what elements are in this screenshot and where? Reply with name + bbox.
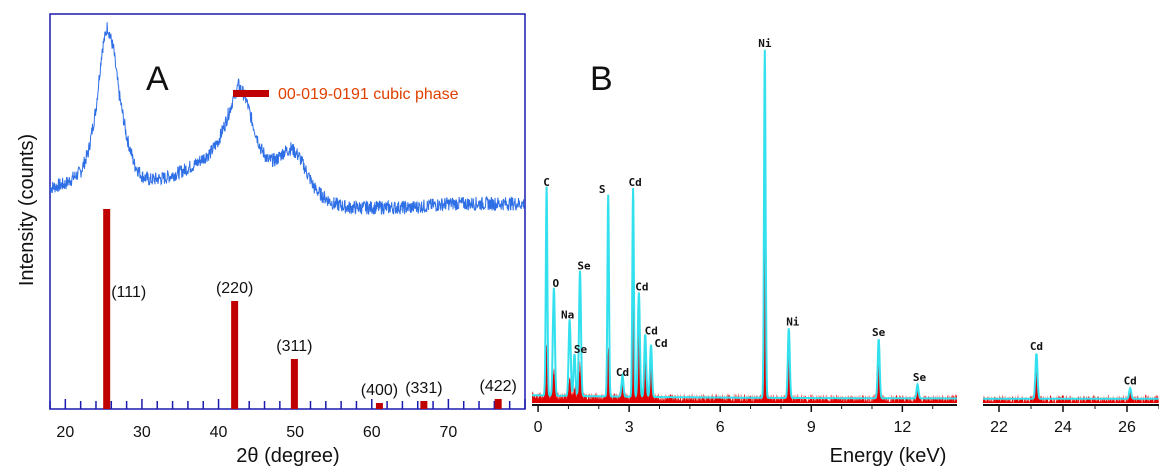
eds-x-tick-label: 12 [893, 419, 911, 436]
reference-bar [103, 209, 111, 409]
eds-x-tick-label: 24 [1054, 419, 1072, 436]
panel-b-letter: B [590, 60, 613, 98]
eds-peak-label: Ni [786, 315, 800, 328]
reference-bar [420, 401, 428, 409]
eds-peak-label: Cd [645, 324, 658, 337]
x-tick-label: 20 [56, 424, 74, 441]
hkl-label: (311) [276, 338, 312, 355]
panel-a-letter: A [146, 60, 169, 98]
eds-peak-label: Cd [628, 176, 641, 189]
x-tick-label: 50 [286, 424, 304, 441]
legend-swatch [233, 90, 269, 97]
eds-peak-label: Cd [616, 366, 629, 379]
reference-bar [375, 403, 383, 409]
eds-peak-label: O [553, 277, 560, 290]
eds-red-spectrum [532, 119, 957, 404]
x-tick-label: 30 [133, 424, 151, 441]
x-tick-label: 60 [363, 424, 381, 441]
eds-x-tick-label: 6 [716, 419, 725, 436]
eds-x-tick-label: 26 [1118, 419, 1136, 436]
hkl-label: (331) [405, 380, 442, 397]
eds-peak-label: Ni [758, 37, 772, 50]
x-tick-label: 40 [210, 424, 228, 441]
panel-b-eds-chart: 0 3 6 9 12 22 24 26CONaSeSeSCdCdCdCdCdNiNiSeSeC… [532, 37, 1159, 436]
eds-peak-label: Cd [1030, 340, 1043, 353]
reference-bar [494, 399, 502, 409]
eds-x-tick-label: 3 [625, 419, 634, 436]
xrd-pattern-line [49, 22, 526, 215]
legend-label: 00-019-0191 cubic phase [278, 86, 459, 103]
x-tick-label: 70 [439, 424, 457, 441]
eds-peak-label: S [599, 183, 606, 196]
eds-peak-label: C [543, 176, 550, 189]
eds-cyan-spectrum [532, 49, 957, 400]
hkl-label: (220) [216, 280, 253, 297]
panel-b-x-axis-label: Energy (keV) [830, 445, 947, 467]
eds-x-tick-label: 9 [807, 419, 816, 436]
reference-bar [290, 359, 298, 409]
eds-cyan-spectrum [983, 353, 1159, 400]
eds-peak-label: Se [574, 343, 588, 356]
hkl-label: (111) [111, 284, 146, 301]
eds-peak-label: Na [561, 308, 574, 321]
eds-x-tick-label: 0 [534, 419, 543, 436]
eds-peak-label: Se [577, 260, 591, 273]
panel-a-frame [49, 13, 526, 410]
eds-peak-label: Cd [654, 337, 667, 350]
eds-peak-label: Cd [1124, 375, 1137, 388]
hkl-label: (422) [480, 378, 517, 395]
hkl-label: (400) [361, 382, 398, 399]
eds-peak-label: Cd [635, 281, 648, 294]
panel-a-x-axis-label: 2θ (degree) [236, 445, 339, 467]
eds-peak-label: Se [872, 326, 886, 339]
panel-a-xrd-chart: 20 30 40 50 60 70 (111) (220) (311) (400) (331) (42… [49, 13, 526, 441]
eds-peak-label: Se [913, 371, 927, 384]
eds-x-tick-label: 22 [990, 419, 1008, 436]
reference-bar [231, 301, 239, 409]
panel-a-y-axis-label: Intensity (counts) [16, 134, 38, 286]
